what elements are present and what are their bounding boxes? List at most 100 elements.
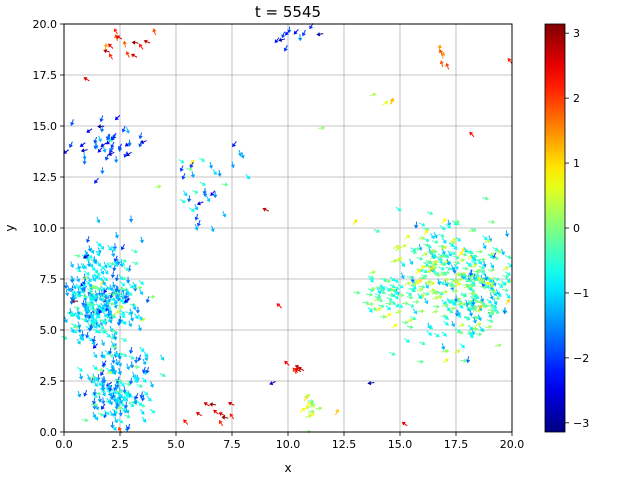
arrow-head [394, 291, 399, 295]
arrow-mark [140, 408, 145, 415]
arrow-mark [388, 351, 396, 356]
arrow-shaft [110, 151, 115, 155]
arrow-mark [441, 303, 449, 308]
arrow-shaft [385, 314, 390, 318]
arrow-head [498, 343, 502, 348]
arrow-head [95, 406, 100, 411]
arrow-mark [377, 287, 385, 292]
arrow-head [384, 100, 389, 105]
arrow-head [493, 301, 498, 306]
arrow-head [389, 97, 394, 102]
arrow-mark [395, 206, 402, 212]
arrow-shaft [505, 293, 509, 297]
arrow-head [126, 414, 131, 419]
arrow-head [456, 260, 461, 265]
arrow-head [422, 275, 427, 281]
arrow-mark [82, 263, 87, 270]
arrow-shaft [480, 274, 483, 279]
arrow-head [450, 243, 455, 248]
arrow-shaft [441, 237, 445, 242]
arrow-shaft [475, 333, 479, 335]
arrow-shaft [117, 304, 121, 308]
arrow-mark [99, 264, 106, 270]
arrow-head [86, 281, 91, 285]
arrow-mark [453, 219, 461, 224]
arrow-shaft [88, 128, 93, 132]
arrow-mark [428, 266, 433, 273]
arrow-mark [421, 252, 429, 257]
arrow-head [141, 403, 146, 408]
arrow-head [434, 260, 439, 265]
arrow-mark [109, 410, 114, 417]
arrow-head [94, 179, 98, 184]
arrow-mark [389, 276, 396, 282]
arrow-mark [454, 328, 462, 333]
arrow-shaft [65, 149, 69, 153]
arrow-head [93, 394, 98, 398]
arrow-head [435, 333, 440, 338]
grid-lines [63, 23, 513, 433]
arrow-head [114, 159, 119, 164]
arrow-mark [127, 390, 132, 398]
arrow-head [483, 236, 488, 241]
arrow-head [491, 267, 495, 273]
arrow-shaft [111, 365, 114, 370]
arrow-head [461, 344, 465, 349]
arrow-shaft [101, 377, 104, 381]
arrow-shaft [396, 258, 400, 262]
arrow-head [111, 395, 116, 399]
arrow-head [372, 270, 377, 275]
arrow-shaft [199, 201, 204, 204]
arrow-shaft [106, 397, 110, 402]
arrow-shaft [103, 292, 106, 297]
arrow-mark [117, 368, 122, 376]
arrow-head [144, 357, 149, 362]
arrow-head [120, 262, 125, 267]
arrow-shaft [74, 312, 78, 316]
arrow-shaft [93, 328, 97, 332]
arrow-mark [113, 333, 118, 341]
arrow-mark [121, 287, 129, 292]
arrow-shaft [132, 303, 135, 308]
arrow-mark [406, 324, 414, 329]
arrow-shaft [77, 390, 80, 395]
arrow-shaft [439, 263, 443, 266]
arrow-mark [70, 119, 75, 126]
arrow-head [446, 270, 451, 275]
arrow-shaft [447, 219, 450, 224]
arrow-shaft [93, 351, 96, 356]
arrow-head [96, 323, 100, 328]
arrow-mark [477, 278, 485, 283]
arrow-mark [84, 316, 89, 324]
arrow-shaft [101, 384, 104, 388]
arrow-shaft [185, 421, 189, 425]
arrow-shaft [86, 373, 90, 378]
arrow-shaft [375, 308, 379, 312]
arrow-shaft [100, 268, 103, 273]
arrow-head [335, 408, 339, 413]
arrow-shaft [481, 197, 486, 199]
arrow-shaft [492, 246, 496, 250]
arrow-shaft [103, 142, 107, 146]
arrow-head [114, 362, 120, 366]
arrow-head [196, 201, 201, 206]
arrow-head [433, 234, 438, 239]
arrow-mark [74, 312, 80, 319]
arrow-mark [100, 268, 105, 275]
arrow-shaft [93, 267, 97, 272]
arrow-mark [453, 255, 460, 260]
arrow-mark [96, 321, 100, 328]
arrow-shaft [501, 288, 506, 291]
arrow-mark [423, 229, 429, 235]
arrow-head [423, 273, 428, 279]
arrow-shaft [473, 294, 478, 298]
arrow-mark [478, 304, 482, 312]
arrow-mark [415, 268, 421, 275]
arrow-mark [442, 348, 450, 354]
arrow-shaft [393, 285, 397, 289]
arrow-mark [386, 297, 393, 302]
arrow-head [125, 290, 130, 295]
arrow-mark [367, 380, 375, 386]
arrow-shaft [102, 279, 105, 283]
